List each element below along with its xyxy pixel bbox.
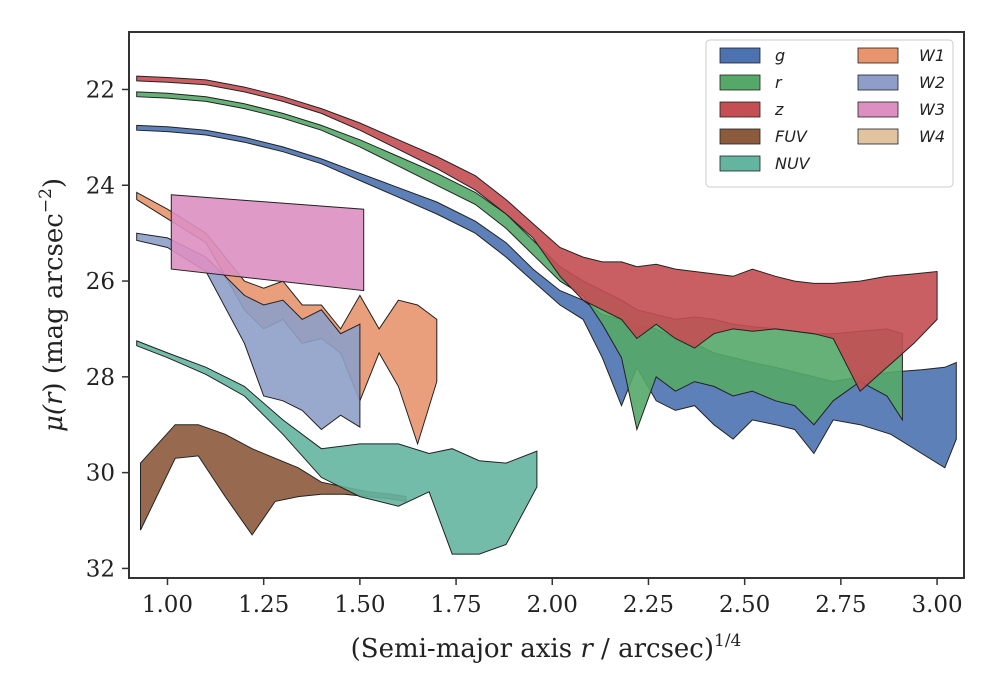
x-axis-label: (Semi-major axis r / arcsec)1/4 (351, 631, 742, 664)
y-tick-label: 28 (86, 365, 115, 391)
legend-label-w2: W2 (919, 73, 945, 92)
legend-swatch-w2 (857, 74, 899, 91)
x-tick-label: 1.50 (334, 592, 385, 618)
x-tick-label: 2.50 (719, 592, 770, 618)
x-tick-label: 1.00 (142, 592, 193, 618)
legend-label-g: g (775, 46, 785, 65)
legend-label-w3: W3 (919, 100, 945, 119)
x-tick-label: 2.25 (623, 592, 674, 618)
legend-label-nuv: NUV (775, 154, 811, 173)
y-tick-label: 26 (86, 269, 115, 295)
legend-swatch-w3 (857, 101, 899, 118)
y-axis: 22 24 26 28 30 32 (86, 77, 129, 582)
legend-swatch-nuv (719, 155, 761, 172)
band-w3 (170, 194, 365, 292)
plot-frame (128, 31, 965, 579)
legend: grz FUV NUV W1 W2 W3 W4 (705, 39, 954, 188)
band-nuv (136, 340, 538, 555)
x-tick-label: 2.00 (527, 592, 578, 618)
x-tick-label: 3.00 (911, 592, 962, 618)
band-w2 (136, 232, 361, 431)
legend-label-fuv: FUV (775, 127, 808, 146)
legend-swatch-w1 (857, 47, 899, 64)
y-tick-label: 32 (86, 556, 115, 582)
y-tick-label: 22 (86, 77, 115, 103)
legend-swatch-z (719, 101, 761, 118)
y-tick-label: 30 (86, 461, 115, 487)
x-tick-label: 1.25 (238, 592, 289, 618)
band-z (136, 75, 938, 393)
legend-label-w1: W1 (919, 46, 945, 65)
x-axis: 1.00 1.25 1.50 1.75 2.00 2.25 2.50 2.75 3.00 (142, 578, 963, 618)
series-bands (136, 75, 957, 555)
legend-swatch-r (719, 74, 761, 91)
legend-label-z: z (774, 100, 784, 119)
legend-swatch-w4 (857, 128, 899, 145)
legend-label-r: r (775, 73, 783, 92)
y-tick-label: 24 (86, 173, 115, 199)
x-tick-label: 2.75 (815, 592, 866, 618)
legend-label-w4: W4 (919, 127, 945, 146)
y-axis-label: μ(r) (mag arcsec−2) (36, 178, 69, 432)
x-tick-label: 1.75 (430, 592, 481, 618)
legend-swatch-fuv (719, 128, 761, 145)
legend-swatch-g (719, 47, 761, 64)
